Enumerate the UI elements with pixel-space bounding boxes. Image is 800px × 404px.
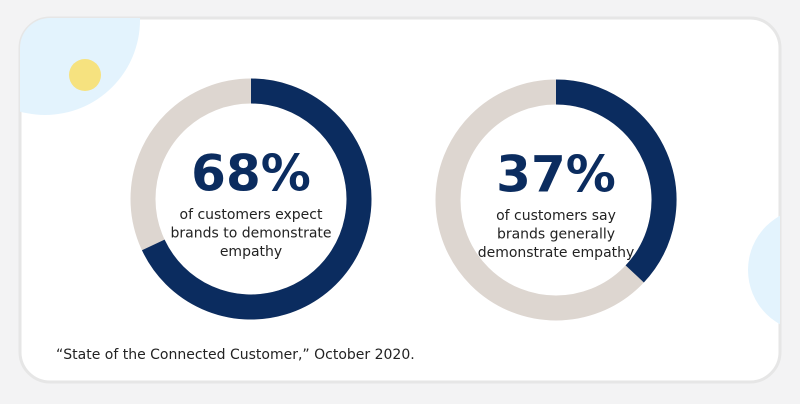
description: empathy — [220, 244, 282, 260]
decor-circle — [748, 208, 780, 332]
source: “State of the Connected Customer,” Octob… — [56, 347, 415, 363]
description: brands to demonstrate — [170, 226, 331, 242]
description: demonstrate empathy — [478, 245, 635, 261]
value-label: 68% — [191, 145, 311, 203]
decor-dot — [69, 59, 101, 91]
donut-arc — [555, 79, 677, 283]
description: of customers say — [496, 208, 616, 224]
value-label: 37% — [496, 146, 616, 204]
description: of customers expect — [180, 207, 323, 223]
donut-arc — [141, 78, 372, 320]
description: brands generally — [497, 227, 615, 243]
